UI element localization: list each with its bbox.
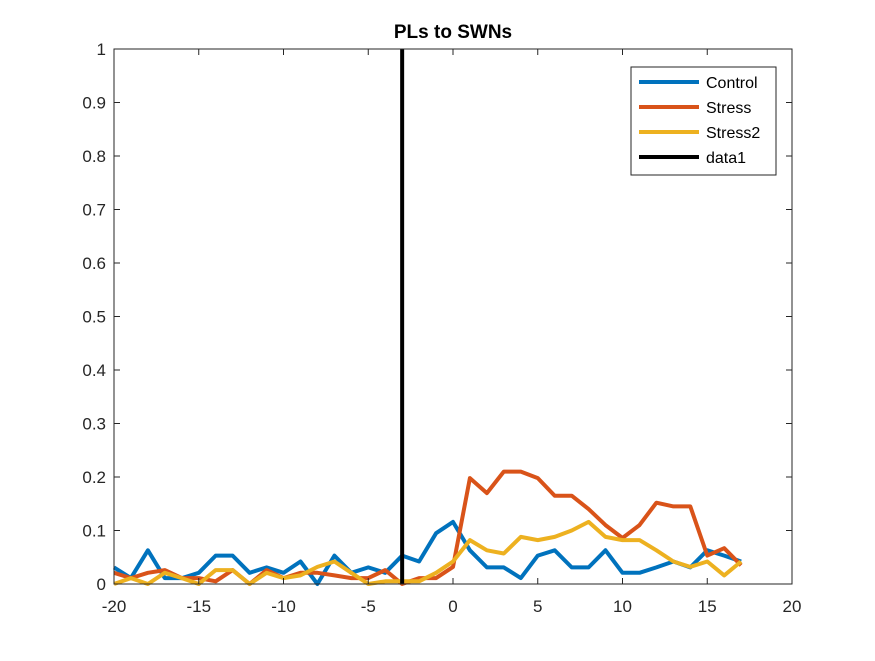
x-tick-label: -15 — [186, 597, 211, 616]
y-tick-label: 0.8 — [82, 147, 106, 166]
x-tick-label: 20 — [783, 597, 802, 616]
legend-label-stress: Stress — [706, 100, 751, 117]
y-tick-label: 0.2 — [82, 468, 106, 487]
x-tick-label: 0 — [448, 597, 457, 616]
x-axis: -20 -15 -10 -5 0 5 10 15 20 — [102, 49, 802, 616]
legend-label-data1: data1 — [706, 150, 746, 167]
series-line-control — [112, 519, 742, 586]
y-tick-label: 0.6 — [82, 254, 106, 273]
chart-title: PLs to SWNs — [394, 22, 512, 43]
series-line-stress2 — [113, 519, 743, 586]
x-tick-label: 5 — [533, 597, 542, 616]
y-tick-label: 0.3 — [82, 415, 106, 434]
x-tick-label: 10 — [613, 597, 632, 616]
y-axis: 0 0.1 0.2 0.3 0.4 0.5 0.6 0.7 0.8 0.9 1 — [82, 40, 792, 594]
y-tick-label: 0.9 — [82, 94, 106, 113]
x-tick-label: -10 — [271, 597, 296, 616]
y-tick-label: 0.5 — [82, 308, 106, 327]
y-tick-label: 0.1 — [82, 522, 106, 541]
series-layer — [112, 469, 743, 586]
legend-label-control: Control — [706, 75, 758, 92]
y-tick-label: 1 — [97, 40, 106, 59]
y-tick-label: 0.7 — [82, 201, 106, 220]
x-tick-label: 15 — [698, 597, 717, 616]
legend-label-stress2: Stress2 — [706, 125, 760, 142]
x-tick-label: -20 — [102, 597, 127, 616]
y-tick-label: 0 — [97, 575, 106, 594]
x-tick-label: -5 — [361, 597, 376, 616]
legend: Control Stress Stress2 data1 — [630, 66, 777, 176]
y-tick-label: 0.4 — [82, 361, 106, 380]
